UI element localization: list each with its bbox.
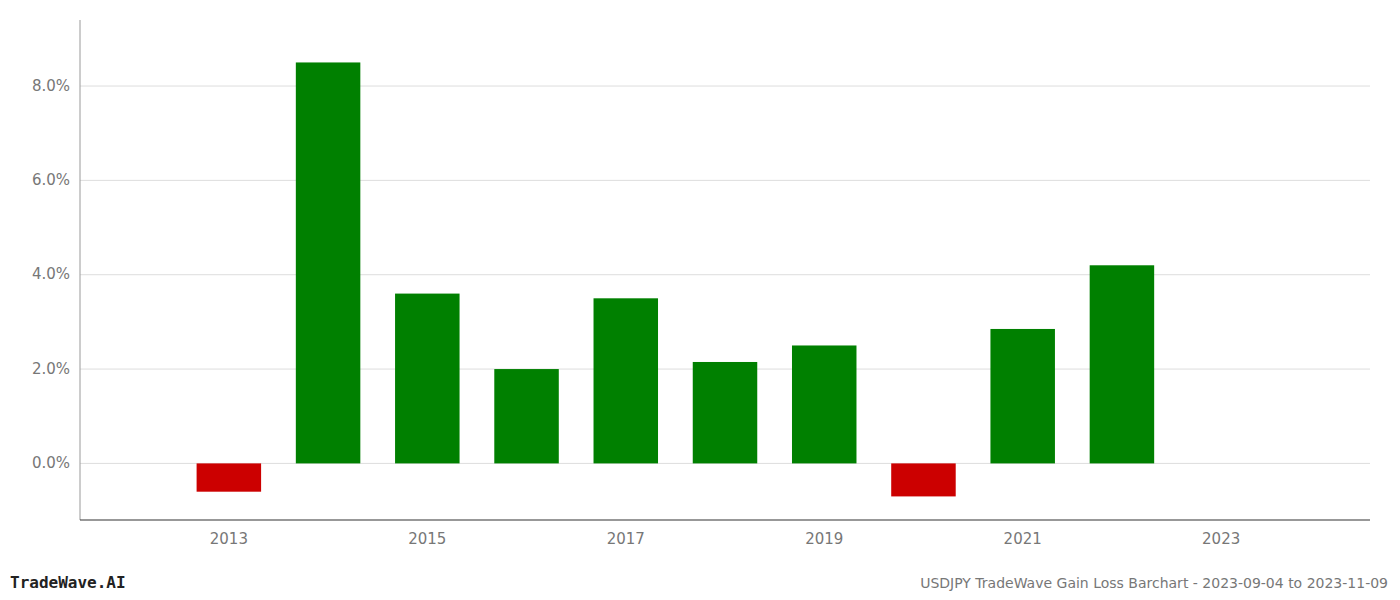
title: USDJPY TradeWave Gain Loss Barchart - 20… [920,575,1388,591]
y-tick-label: 4.0% [32,265,70,283]
x-tick-label: 2015 [408,530,446,548]
y-grid [80,86,1370,463]
bar [296,62,361,463]
y-tick-label: 8.0% [32,77,70,95]
y-tick-label: 0.0% [32,454,70,472]
chart-container: 0.0% 2.0% 4.0% 6.0% 8.0% 2013 2015 2017 2019 2021… [0,0,1400,600]
x-axis-line [80,519,1370,520]
x-tick-label: 2013 [210,530,248,548]
bar [990,329,1055,463]
grid-line [80,86,1370,87]
bar [395,294,460,464]
x-tick-label: 2021 [1004,530,1042,548]
bar [594,298,659,463]
x-tick-label: 2017 [607,530,645,548]
y-tick-label: 2.0% [32,360,70,378]
grid-line [80,180,1370,181]
x-tick-label: 2019 [805,530,843,548]
bar [1090,265,1155,463]
grid-line [80,274,1370,275]
bar [197,463,262,491]
watermark: TradeWave.AI [10,573,126,592]
y-axis-line [80,20,81,520]
bar [494,369,559,463]
bars [197,62,1155,496]
chart: 0.0% 2.0% 4.0% 6.0% 8.0% 2013 2015 2017 2019 2021… [0,0,1400,600]
y-tick-label: 6.0% [32,171,70,189]
bar [792,345,857,463]
x-tick-labels: 2013 2015 2017 2019 2021 2023 [210,530,1240,548]
y-tick-labels: 0.0% 2.0% 4.0% 6.0% 8.0% [32,77,70,472]
x-tick-label: 2023 [1202,530,1240,548]
bar [693,362,758,463]
bar [891,463,956,496]
